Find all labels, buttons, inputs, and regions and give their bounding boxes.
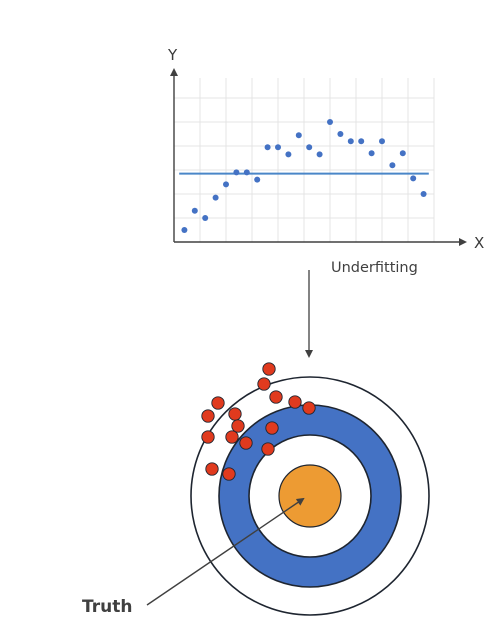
shot-marker	[257, 377, 271, 391]
data-point	[295, 132, 302, 139]
plot-grid	[174, 78, 435, 242]
shot-marker	[205, 462, 219, 476]
data-point	[212, 194, 219, 201]
data-point	[389, 162, 396, 169]
shot-marker	[201, 409, 215, 423]
data-point	[337, 131, 344, 137]
data-point	[264, 144, 271, 151]
shot-marker	[269, 390, 283, 404]
shot-marker	[262, 362, 276, 376]
data-point	[316, 151, 323, 158]
data-point	[243, 169, 250, 176]
target-bullseye	[278, 464, 342, 528]
shot-marker	[288, 395, 302, 409]
shot-marker	[239, 436, 253, 450]
data-point	[285, 151, 292, 158]
data-point	[191, 207, 198, 214]
data-point	[399, 150, 406, 157]
scatter-plot: Y X	[167, 46, 484, 252]
data-point	[410, 175, 417, 182]
data-point	[379, 138, 385, 145]
shot-cluster	[201, 362, 316, 481]
data-point	[202, 215, 209, 221]
data-point	[233, 169, 240, 176]
data-point	[347, 138, 354, 145]
truth-label: Truth	[82, 597, 132, 617]
data-point	[275, 144, 281, 151]
shot-marker	[201, 430, 215, 444]
target-diagram	[190, 362, 430, 616]
data-point	[254, 176, 261, 183]
data-point	[368, 150, 375, 157]
data-point	[181, 227, 188, 233]
underfitting-caption: Underfitting	[331, 260, 418, 276]
data-point	[327, 119, 333, 125]
y-axis-label: Y	[167, 46, 178, 64]
data-point	[223, 181, 229, 188]
truth-pointer-arrow	[146, 497, 305, 606]
shot-marker	[222, 467, 236, 481]
shot-marker	[261, 442, 275, 456]
shot-marker	[228, 407, 242, 421]
shot-marker	[211, 396, 225, 410]
shot-marker	[302, 401, 316, 415]
shot-marker	[225, 430, 239, 444]
data-point	[420, 191, 427, 197]
shot-marker	[265, 421, 279, 435]
data-points	[181, 119, 427, 233]
data-point	[306, 144, 313, 151]
x-axis-label: X	[474, 234, 484, 252]
data-point	[358, 138, 365, 145]
shot-marker	[231, 419, 245, 433]
